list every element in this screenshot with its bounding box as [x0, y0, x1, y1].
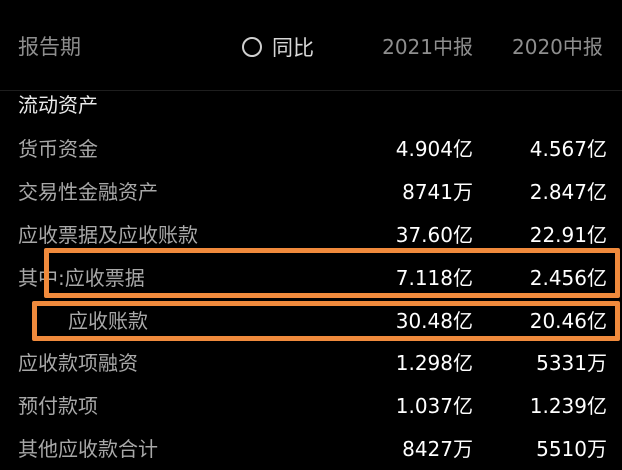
row-value-2021: 37.60亿 — [395, 223, 473, 247]
row-value-2021: 8741万 — [402, 180, 473, 204]
column-header-2021[interactable]: 2021中报 — [382, 35, 473, 59]
row-label: 应收票据及应收账款 — [18, 223, 198, 247]
column-header-2020[interactable]: 2020中报 — [512, 35, 603, 59]
row-value-2020: 2.456亿 — [529, 266, 607, 290]
report-period-label: 报告期 — [18, 35, 81, 59]
row-label: 其他应收款合计 — [18, 437, 158, 461]
row-label: 货币资金 — [18, 137, 98, 161]
yoy-label: 同比 — [272, 36, 314, 60]
section-title-current-assets: 流动资产 — [18, 93, 98, 117]
table-row[interactable]: 应收款项融资 1.298亿 5331万 — [0, 342, 622, 384]
row-label: 应收款项融资 — [18, 351, 138, 375]
row-value-2020: 22.91亿 — [529, 223, 607, 247]
row-value-2021: 4.904亿 — [395, 137, 473, 161]
row-value-2020: 1.239亿 — [529, 394, 607, 418]
row-label: 其中:应收票据 — [18, 266, 145, 290]
table-row[interactable]: 预付款项 1.037亿 1.239亿 — [0, 385, 622, 427]
row-value-2020: 4.567亿 — [529, 137, 607, 161]
row-value-2021: 1.037亿 — [395, 394, 473, 418]
table-row[interactable]: 货币资金 4.904亿 4.567亿 — [0, 128, 622, 170]
table-row[interactable]: 应收账款 30.48亿 20.46亿 — [0, 300, 622, 342]
table-row[interactable]: 交易性金融资产 8741万 2.847亿 — [0, 171, 622, 213]
row-value-2020: 20.46亿 — [529, 309, 607, 333]
row-value-2020: 5331万 — [536, 351, 607, 375]
table-header: 报告期 同比 2021中报 2020中报 — [0, 0, 622, 91]
table-row[interactable]: 应收票据及应收账款 37.60亿 22.91亿 — [0, 214, 622, 256]
table-row[interactable]: 其中:应收票据 7.118亿 2.456亿 — [0, 257, 622, 299]
row-label: 预付款项 — [18, 394, 98, 418]
row-value-2021: 30.48亿 — [395, 309, 473, 333]
row-value-2021: 1.298亿 — [395, 351, 473, 375]
row-value-2020: 5510万 — [536, 437, 607, 461]
row-label: 交易性金融资产 — [18, 180, 158, 204]
row-value-2021: 7.118亿 — [395, 266, 473, 290]
radio-circle-icon[interactable] — [242, 37, 262, 57]
yoy-toggle[interactable]: 同比 — [242, 30, 314, 64]
table-row[interactable]: 其他应收款合计 8427万 5510万 — [0, 428, 622, 470]
row-label: 应收账款 — [68, 309, 148, 333]
row-value-2021: 8427万 — [402, 437, 473, 461]
row-value-2020: 2.847亿 — [529, 180, 607, 204]
